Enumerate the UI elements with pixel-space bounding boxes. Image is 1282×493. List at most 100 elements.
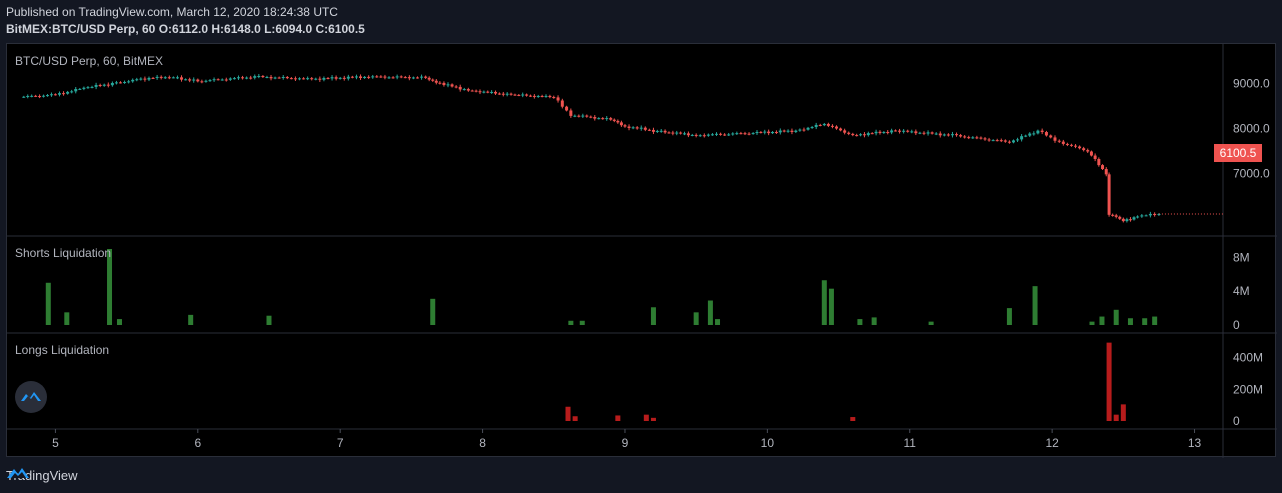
- candle-body: [470, 90, 474, 92]
- candle-body: [528, 95, 532, 97]
- candle-body: [627, 126, 631, 129]
- candle-body: [605, 118, 609, 120]
- candle-body: [698, 135, 702, 137]
- candle-body: [926, 132, 930, 134]
- candle-body: [955, 134, 959, 136]
- time-axis-label: 5: [52, 436, 59, 450]
- candle-body: [1024, 135, 1028, 137]
- candle-body: [375, 76, 379, 78]
- candle-body: [1057, 140, 1061, 142]
- candle-body: [38, 96, 42, 98]
- candle-body: [569, 110, 573, 116]
- candle-body: [959, 135, 963, 137]
- candle-body: [184, 79, 188, 81]
- candle-body: [354, 76, 358, 78]
- candle-body: [683, 133, 687, 135]
- candle-body: [894, 130, 898, 132]
- candle-body: [102, 84, 106, 86]
- chart-area[interactable]: 9000.0 8000.0 7000.0 8M 4M 0 400M 200M 0 5 6 7 8 9 10 1…: [6, 43, 1277, 458]
- time-axis-label: 13: [1188, 436, 1202, 450]
- candle-body: [232, 78, 236, 80]
- candle-body: [806, 127, 810, 130]
- candle-body: [26, 95, 30, 97]
- candle-body: [1128, 219, 1132, 221]
- candle-body: [135, 79, 139, 81]
- candle-body: [438, 82, 442, 84]
- candle-body: [94, 84, 98, 87]
- candle-body: [269, 76, 273, 79]
- candle-body: [391, 77, 395, 79]
- longs-liq-bar: [850, 417, 856, 421]
- candle-body: [616, 120, 620, 123]
- candle-body: [755, 131, 759, 134]
- price-pane-title: BTC/USD Perp, 60, BitMEX: [15, 54, 164, 68]
- candle-body: [556, 97, 560, 101]
- candle-body: [706, 134, 710, 136]
- tradingview-logo-icon[interactable]: [15, 381, 47, 413]
- candle-body: [446, 84, 450, 86]
- shorts-liq-bar: [650, 307, 656, 325]
- candle-body: [220, 79, 224, 81]
- candle-body: [420, 76, 424, 78]
- candle-body: [573, 115, 577, 117]
- candle-body: [763, 131, 767, 133]
- candle-body: [517, 94, 521, 96]
- shorts-liq-bar: [1099, 316, 1105, 325]
- candle-body: [999, 140, 1003, 142]
- candle-body: [1114, 215, 1118, 217]
- candle-body: [346, 76, 350, 79]
- candle-body: [180, 77, 184, 80]
- candle-body: [581, 115, 585, 117]
- candle-body: [359, 76, 363, 79]
- candle-body: [835, 126, 839, 129]
- candle-body: [702, 135, 706, 137]
- candle-body: [663, 130, 667, 133]
- candle-body: [486, 91, 490, 93]
- candle-body: [334, 77, 338, 79]
- candle-body: [818, 124, 822, 126]
- candle-body: [1125, 219, 1129, 222]
- shorts-liq-bar: [568, 320, 574, 325]
- candle-body: [525, 94, 529, 96]
- candle-body: [979, 137, 983, 139]
- candle-body: [249, 77, 253, 79]
- candle-body: [890, 130, 894, 133]
- candle-body: [167, 77, 171, 79]
- candle-body: [338, 77, 342, 79]
- candle-body: [442, 82, 446, 86]
- candle-body: [1104, 169, 1108, 175]
- candle-body: [74, 89, 78, 92]
- candle-body: [1144, 215, 1148, 217]
- candle-body: [975, 137, 979, 139]
- candle-body: [289, 78, 293, 80]
- candle-body: [987, 139, 991, 141]
- candle-body: [1074, 145, 1078, 147]
- candle-body: [110, 82, 114, 86]
- candle-body: [647, 129, 651, 131]
- candle-body: [643, 127, 647, 130]
- candle-body: [810, 127, 814, 129]
- candle-body: [1036, 130, 1040, 134]
- candle-body: [521, 94, 525, 96]
- candle-body: [843, 130, 847, 133]
- longs-liq-bar: [1113, 414, 1119, 421]
- candle-body: [1111, 214, 1115, 216]
- shorts-liq-bar: [1032, 286, 1038, 325]
- footer: TradingView: [6, 465, 78, 485]
- shorts-liq-bar: [116, 319, 122, 325]
- candle-body: [851, 133, 855, 136]
- candle-body: [415, 77, 419, 79]
- candle-body: [778, 130, 782, 133]
- candle-body: [241, 77, 245, 79]
- shorts-liq-axis-label: 4M: [1233, 284, 1250, 298]
- candle-body: [963, 136, 967, 138]
- shorts-liq-bar: [430, 298, 436, 325]
- candle-body: [774, 131, 778, 133]
- candle-body: [188, 79, 192, 81]
- candle-body: [671, 132, 675, 134]
- candle-body: [310, 78, 314, 80]
- candle-body: [723, 134, 727, 136]
- shorts-liq-axis-label: 8M: [1233, 250, 1250, 264]
- candle-body: [1153, 213, 1157, 216]
- candle-body: [906, 130, 910, 132]
